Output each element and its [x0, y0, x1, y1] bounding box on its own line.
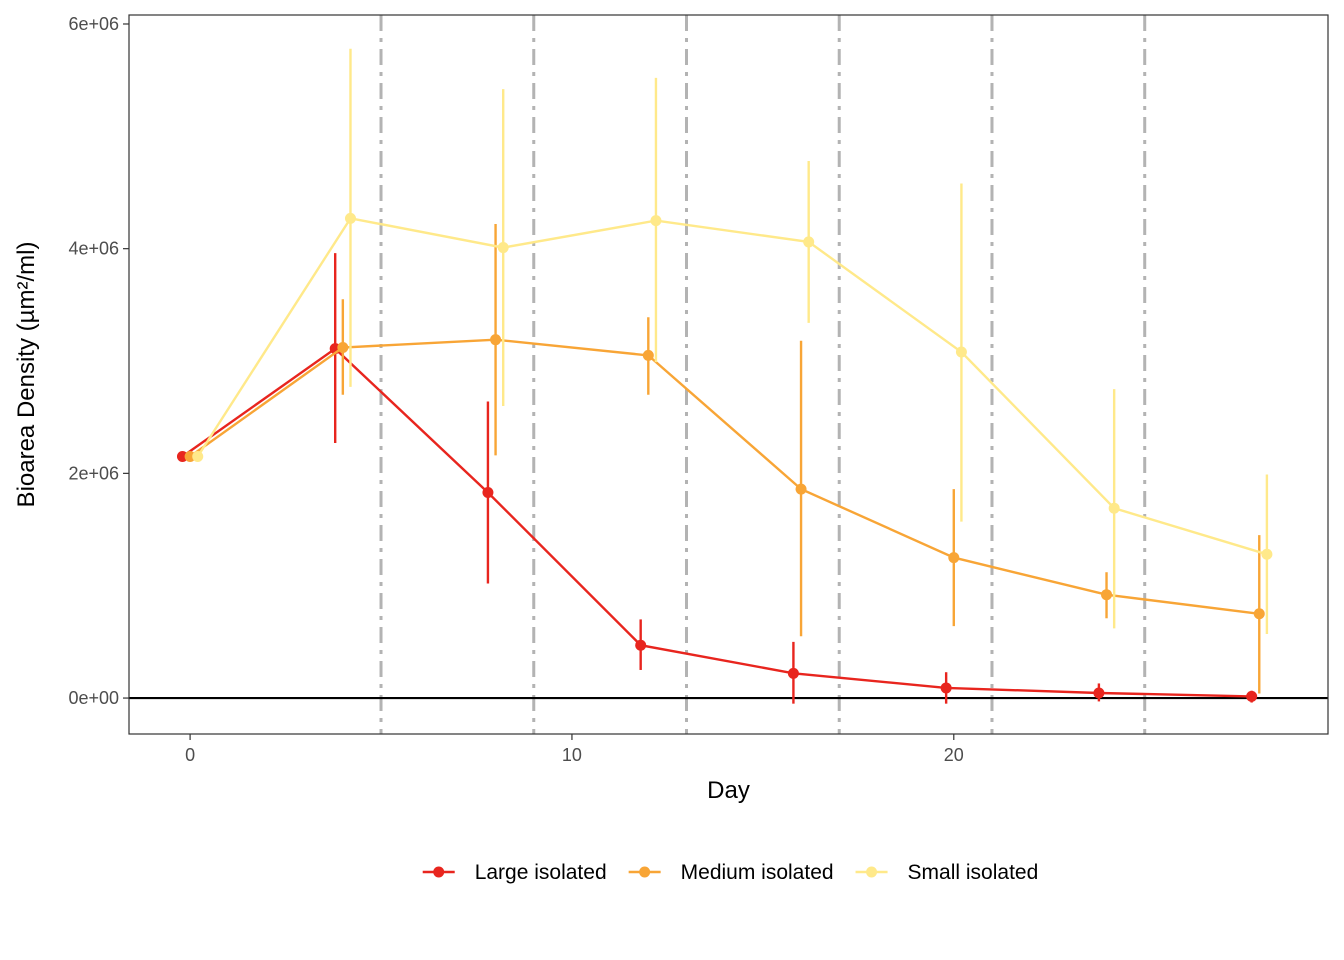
y-tick-label-2: 2e+06 — [68, 463, 119, 483]
point-2-6 — [948, 552, 960, 564]
x-tick-label-2: 10 — [562, 745, 582, 765]
y-axis: 0e+00 2e+06 4e+06 6e+06 — [68, 14, 129, 708]
series-2 — [184, 223, 1265, 694]
y-tick-label-1: 0e+00 — [68, 688, 119, 708]
point-3-5 — [803, 236, 815, 248]
series-line-3 — [196, 216, 1268, 556]
series-3 — [192, 48, 1273, 635]
legend-key-1 — [422, 866, 455, 878]
x-axis-title: Day — [707, 777, 750, 804]
series-1 — [176, 253, 1258, 704]
series-layer — [176, 48, 1273, 704]
point-1-8 — [1246, 690, 1258, 702]
x-tick-label-1: 0 — [185, 745, 195, 765]
series-line-1 — [181, 347, 1252, 698]
point-1-6 — [940, 682, 952, 694]
point-2-8 — [1253, 608, 1265, 620]
x-tick-label-3: 20 — [944, 745, 964, 765]
point-1-7 — [1093, 687, 1105, 699]
legend: Large isolated Medium isolated Small isola… — [422, 861, 1039, 884]
y-tick-label-4: 6e+06 — [68, 14, 119, 34]
point-2-7 — [1101, 589, 1113, 601]
point-3-2 — [344, 212, 356, 224]
legend-key-point-1 — [433, 866, 445, 878]
point-1-5 — [787, 667, 799, 679]
point-2-1 — [184, 451, 196, 463]
legend-label-1: Large isolated — [475, 861, 607, 884]
point-2-2 — [337, 342, 349, 354]
point-3-3 — [497, 242, 509, 254]
legend-key-3 — [855, 866, 888, 878]
legend-key-point-2 — [639, 866, 651, 878]
point-3-8 — [1261, 548, 1273, 560]
point-1-3 — [482, 486, 494, 498]
y-axis-title: Bioarea Density (µm²/ml) — [13, 242, 40, 508]
point-1-4 — [635, 639, 647, 651]
legend-key-2 — [628, 866, 661, 878]
point-3-1 — [192, 451, 204, 463]
legend-label-2: Medium isolated — [681, 861, 834, 884]
point-2-5 — [795, 483, 807, 495]
x-axis: 0 10 20 — [185, 734, 964, 765]
panel-border — [128, 14, 1329, 735]
series-line-2 — [189, 338, 1260, 615]
y-tick-label-3: 4e+06 — [68, 239, 119, 259]
point-2-4 — [642, 349, 654, 361]
point-3-4 — [650, 215, 662, 227]
point-2-3 — [490, 334, 502, 346]
legend-label-3: Small isolated — [908, 861, 1039, 884]
point-3-6 — [955, 346, 967, 358]
point-1-1 — [176, 451, 188, 463]
legend-key-point-3 — [866, 866, 878, 878]
point-3-7 — [1108, 502, 1120, 514]
